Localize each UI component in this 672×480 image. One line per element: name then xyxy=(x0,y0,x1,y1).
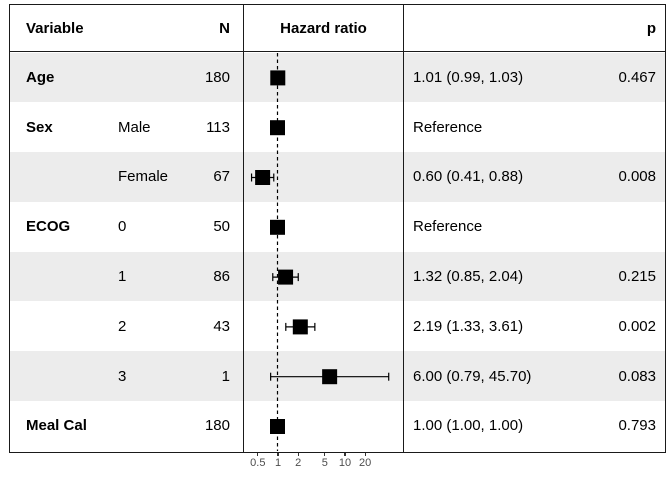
hr-point-marker xyxy=(270,69,286,85)
n-value: 86 xyxy=(213,268,230,286)
axis-tick-label: 10 xyxy=(338,457,352,469)
variable-name: ECOG xyxy=(26,218,71,236)
estimate-ci-text: Reference xyxy=(413,118,483,136)
variable-level: 2 xyxy=(118,317,127,335)
estimate-cell: 2.19 (1.33, 3.61) 0.002 xyxy=(404,301,665,351)
header-variable: Variable xyxy=(26,19,84,37)
estimate-ci-text: 6.00 (0.79, 45.70) xyxy=(413,367,532,385)
variable-level: 0 xyxy=(118,218,127,236)
axis-tick-label: 1 xyxy=(274,457,282,469)
hazard-ratio-plot xyxy=(250,52,390,451)
variable-level: 1 xyxy=(118,268,127,286)
estimate-ci-text: 0.60 (0.41, 0.88) xyxy=(413,168,524,186)
variable-name: Age xyxy=(26,68,55,86)
estimate-cell: 6.00 (0.79, 45.70) 0.083 xyxy=(404,351,665,401)
p-value: 0.083 xyxy=(618,367,656,385)
axis-tick-label: 2 xyxy=(295,457,302,469)
hr-point-marker xyxy=(278,269,294,285)
header-col-variable-n: Variable N xyxy=(10,5,243,51)
p-value: 0.793 xyxy=(618,417,656,435)
n-value: 180 xyxy=(204,417,230,435)
table-row: Meal Cal 180 1.00 (1.00, 1.00) 0.793 xyxy=(10,401,665,451)
axis-tick-label: 20 xyxy=(359,457,372,469)
hr-point-marker xyxy=(292,318,308,334)
axis-tick-label: 0.5 xyxy=(250,457,266,469)
variable-name: Sex xyxy=(26,118,53,136)
estimate-cell: 1.00 (1.00, 1.00) 0.793 xyxy=(404,401,665,451)
forest-table: Variable N Hazard ratio p Age 180 1.01 (0.… xyxy=(9,4,666,453)
hr-point-marker xyxy=(270,119,285,135)
table-row: 2 43 2.19 (1.33, 3.61) 0.002 xyxy=(10,301,665,351)
table-row: ECOG 0 50 Reference xyxy=(10,202,665,252)
variable-level: Female xyxy=(118,168,169,186)
n-value: 180 xyxy=(204,68,230,86)
row-label-cell: Female 67 xyxy=(10,152,243,202)
estimate-cell: Reference xyxy=(404,202,665,252)
estimate-cell: 1.01 (0.99, 1.03) 0.467 xyxy=(404,53,665,103)
estimate-ci-text: Reference xyxy=(413,218,483,236)
p-value: 0.215 xyxy=(618,268,656,286)
row-label-cell: 1 86 xyxy=(10,252,243,302)
row-label-cell: Meal Cal 180 xyxy=(10,401,243,451)
hr-point-marker xyxy=(255,169,271,185)
estimate-ci-text: 2.19 (1.33, 3.61) xyxy=(413,317,524,335)
estimate-cell: 0.60 (0.41, 0.88) 0.008 xyxy=(404,152,665,202)
estimate-cell: Reference xyxy=(404,102,665,152)
header-p: p xyxy=(646,19,656,37)
estimate-cell: 1.32 (0.85, 2.04) 0.215 xyxy=(404,252,665,302)
variable-name: Meal Cal xyxy=(26,417,87,435)
axis-tick-label: 5 xyxy=(321,457,328,469)
estimate-ci-text: 1.32 (0.85, 2.04) xyxy=(413,268,524,286)
n-value: 43 xyxy=(213,317,230,335)
p-value: 0.002 xyxy=(618,317,656,335)
axis-tick-mark xyxy=(297,453,299,456)
column-separator xyxy=(402,5,404,452)
hr-point-marker xyxy=(322,368,338,384)
hr-point-marker xyxy=(270,219,285,235)
table-body: Age 180 1.01 (0.99, 1.03) 0.467 Sex Male 113 Re… xyxy=(10,52,665,453)
x-axis: 0.5 1 2 5 10 20 xyxy=(0,453,672,480)
n-value: 113 xyxy=(206,118,230,136)
variable-level: Male xyxy=(118,118,151,136)
axis-tick-mark xyxy=(277,453,279,456)
table-header-row: Variable N Hazard ratio p xyxy=(10,5,665,52)
p-value: 0.467 xyxy=(618,68,656,86)
table-row: Female 67 0.60 (0.41, 0.88) 0.008 xyxy=(10,152,665,202)
row-label-cell: Age 180 xyxy=(10,53,243,103)
axis-tick-mark xyxy=(344,453,346,456)
axis-tick-mark xyxy=(364,453,366,456)
header-n: N xyxy=(219,19,230,37)
estimate-ci-text: 1.00 (1.00, 1.00) xyxy=(413,417,524,435)
column-separator xyxy=(242,5,244,452)
n-value: 50 xyxy=(213,218,230,236)
estimate-ci-text: 1.01 (0.99, 1.03) xyxy=(413,68,524,86)
table-row: Sex Male 113 Reference xyxy=(10,102,665,152)
table-row: 1 86 1.32 (0.85, 2.04) 0.215 xyxy=(10,251,665,302)
table-row: Age 180 1.01 (0.99, 1.03) 0.467 xyxy=(10,52,665,103)
header-hazard-ratio: Hazard ratio xyxy=(280,19,367,37)
header-col-p: p xyxy=(404,5,665,51)
row-label-cell: 2 43 xyxy=(10,301,243,351)
n-value: 1 xyxy=(221,367,230,385)
header-col-plot: Hazard ratio xyxy=(243,5,404,51)
row-label-cell: Sex Male 113 xyxy=(10,102,243,152)
hr-point-marker xyxy=(270,418,285,434)
n-value: 67 xyxy=(213,168,230,186)
axis-tick-mark xyxy=(324,453,326,456)
row-label-cell: ECOG 0 50 xyxy=(10,202,243,252)
variable-level: 3 xyxy=(118,367,127,385)
p-value: 0.008 xyxy=(618,168,656,186)
axis-tick-mark xyxy=(257,453,259,456)
